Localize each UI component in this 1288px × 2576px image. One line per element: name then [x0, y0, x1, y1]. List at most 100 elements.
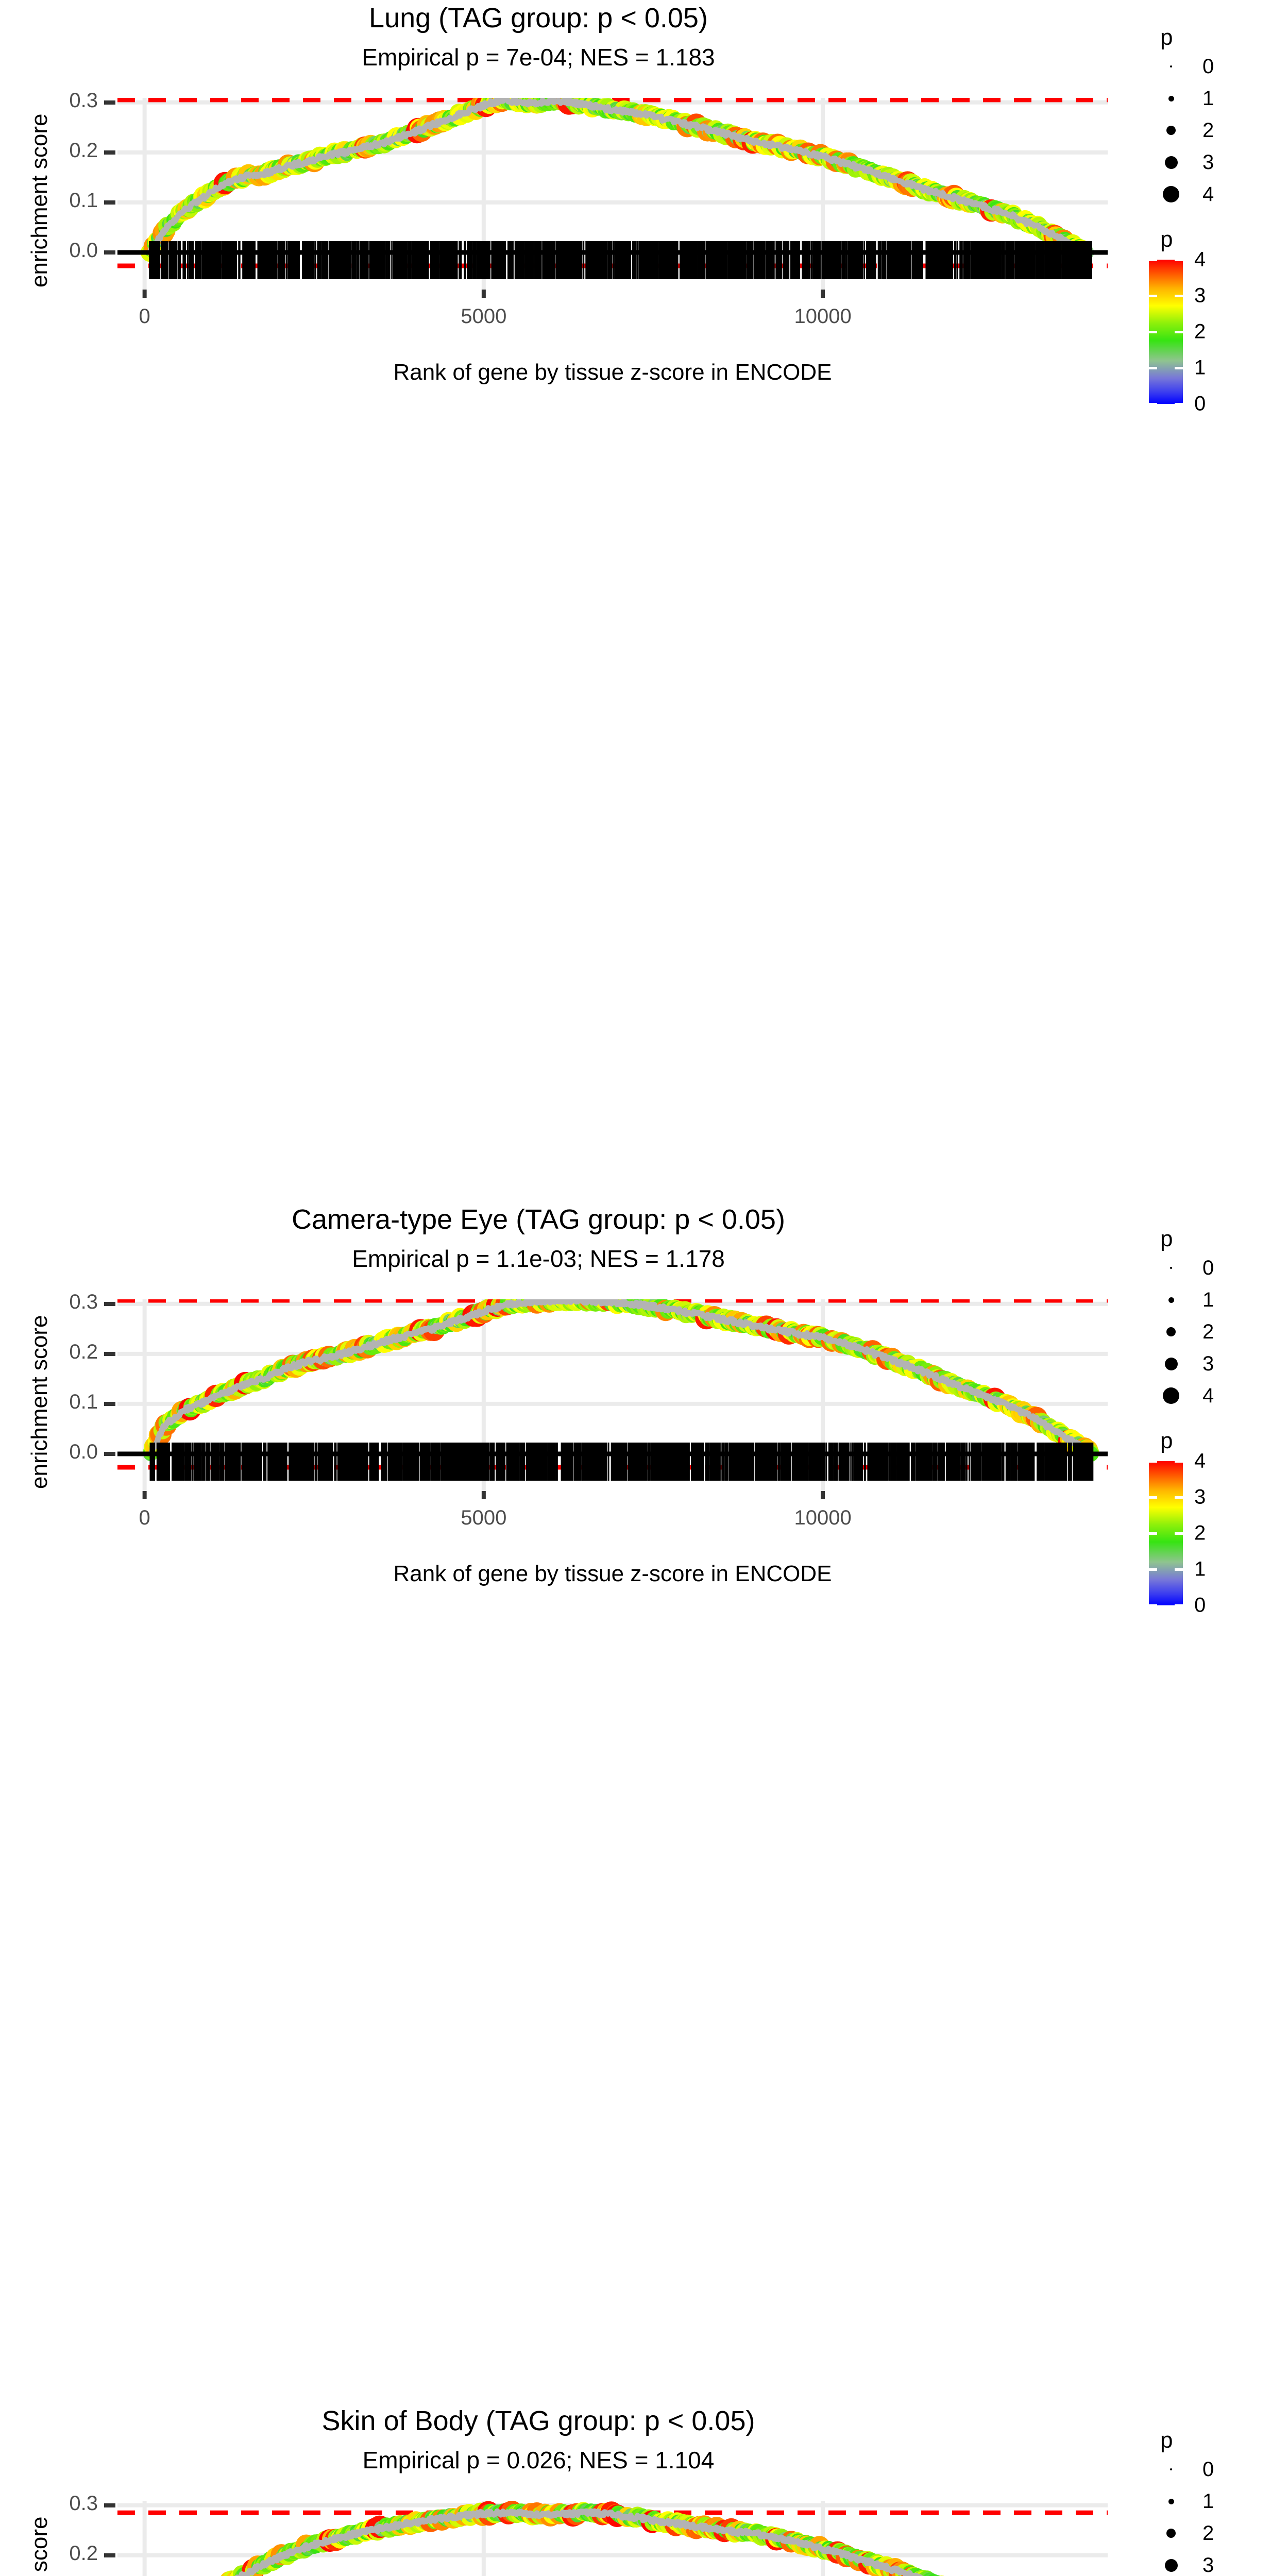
colorbar-tick — [1149, 1460, 1157, 1463]
y-tick-label: 0.0 — [31, 1440, 98, 1464]
gene-hit-rug — [151, 1443, 1092, 1481]
y-tick-label: 0.3 — [31, 89, 98, 112]
colorbar-tick — [1175, 331, 1183, 333]
size-legend-item: 0 — [1149, 50, 1278, 82]
y-tick-label: 0.1 — [31, 1391, 98, 1414]
size-legend: p 0 1 2 3 4 — [1149, 25, 1278, 210]
colorbar-label: 1 — [1194, 1558, 1206, 1581]
colorbar-tick — [1149, 259, 1157, 261]
size-legend-item: 3 — [1149, 1348, 1278, 1380]
size-legend-label: 4 — [1193, 183, 1214, 206]
size-legend-item: 4 — [1149, 178, 1278, 210]
plot-canvas — [117, 1299, 1108, 1499]
size-legend-label: 0 — [1193, 55, 1214, 78]
size-legend-item: 1 — [1149, 1284, 1278, 1316]
size-legend-label: 0 — [1193, 1257, 1214, 1280]
y-tick-label: 0.3 — [31, 1291, 98, 1314]
y-tick-mark — [104, 1452, 115, 1456]
colorbar-label: 3 — [1194, 1486, 1206, 1509]
colorbar-tick — [1149, 1496, 1157, 1499]
size-legend-item: 3 — [1149, 146, 1278, 178]
size-legend-item: 0 — [1149, 1252, 1278, 1284]
panel-subtitle: Empirical p = 7e-04; NES = 1.183 — [0, 45, 1077, 69]
colorbar-label: 2 — [1194, 1522, 1206, 1545]
enrichment-panel: Skin of Body (TAG group: p < 0.05) Empiri… — [0, 2403, 1288, 2576]
colorbar-tick — [1175, 367, 1183, 369]
panel-subtitle: Empirical p = 0.026; NES = 1.104 — [0, 2448, 1077, 2472]
colorbar-label: 4 — [1194, 1450, 1206, 1473]
size-legend-label: 2 — [1193, 1320, 1214, 1344]
y-tick-label: 0.1 — [31, 189, 98, 212]
y-tick-mark — [104, 1402, 115, 1406]
y-tick-mark — [104, 100, 115, 105]
colorbar-tick — [1175, 259, 1183, 261]
colorbar-label: 3 — [1194, 284, 1206, 308]
size-legend-dot — [1149, 1327, 1193, 1336]
x-tick-label: 10000 — [745, 1506, 900, 1530]
y-tick-label: 0.2 — [31, 139, 98, 162]
x-tick-label: 0 — [67, 305, 222, 328]
colorbar-label: 4 — [1194, 248, 1206, 272]
figure-root: Lung (TAG group: p < 0.05) Empirical p = … — [0, 0, 1288, 1803]
panel-title-block: Skin of Body (TAG group: p < 0.05) Empiri… — [0, 2407, 1077, 2472]
size-legend-title: p — [1149, 25, 1278, 50]
y-tick-mark — [104, 200, 115, 205]
y-tick-label: 0.0 — [31, 239, 98, 262]
colorbar — [1149, 260, 1183, 404]
colorbar-tick — [1175, 1496, 1183, 1499]
size-legend: p 0 1 2 3 4 — [1149, 1226, 1278, 1412]
colorbar-tick — [1149, 1568, 1157, 1571]
enrichment-panel: Lung (TAG group: p < 0.05) Empirical p = … — [0, 0, 1288, 601]
size-legend-label: 1 — [1193, 1289, 1214, 1312]
x-axis-title: Rank of gene by tissue z-score in ENCODE — [117, 360, 1108, 385]
size-legend-label: 2 — [1193, 119, 1214, 142]
panel-title: Lung (TAG group: p < 0.05) — [0, 4, 1077, 32]
colorbar-tick — [1175, 1604, 1183, 1607]
y-tick-mark — [104, 1302, 115, 1306]
x-tick-label: 0 — [67, 1506, 222, 1530]
plot-canvas — [117, 2501, 1108, 2576]
size-legend-item: 1 — [1149, 82, 1278, 114]
colorbar-tick — [1149, 367, 1157, 369]
colorbar-tick — [1149, 403, 1157, 405]
size-legend-dot — [1149, 156, 1193, 169]
gene-hit-rug — [150, 241, 1091, 279]
colorbar-tick — [1149, 1604, 1157, 1607]
running-enrichment-line — [150, 98, 1087, 252]
colorbar-label: 2 — [1194, 320, 1206, 344]
y-tick-label: 0.2 — [31, 1341, 98, 1364]
colorbar-tick — [1175, 403, 1183, 405]
size-legend-dot — [1149, 186, 1193, 202]
x-tick-label: 5000 — [406, 1506, 561, 1530]
x-tick-label: 10000 — [745, 305, 900, 328]
size-legend-item: 4 — [1149, 1380, 1278, 1412]
size-legend-label: 3 — [1193, 1352, 1214, 1376]
colorbar-tick — [1149, 295, 1157, 297]
colorbar-tick — [1149, 331, 1157, 333]
size-legend-dot — [1149, 1358, 1193, 1370]
y-tick-mark — [104, 250, 115, 255]
colorbar-tick — [1175, 1532, 1183, 1535]
size-legend-item: 2 — [1149, 114, 1278, 146]
color-legend-title: p — [1149, 227, 1278, 252]
panel-title: Camera-type Eye (TAG group: p < 0.05) — [0, 1206, 1077, 1233]
gene-points — [141, 98, 1094, 262]
panel-title-block: Camera-type Eye (TAG group: p < 0.05) Emp… — [0, 1206, 1077, 1270]
colorbar — [1149, 1461, 1183, 1605]
panel-title-block: Lung (TAG group: p < 0.05) Empirical p = … — [0, 4, 1077, 69]
size-legend-label: 1 — [1193, 87, 1214, 110]
colorbar-tick — [1175, 1568, 1183, 1571]
size-legend-title: p — [1149, 1226, 1278, 1252]
panel-title: Skin of Body (TAG group: p < 0.05) — [0, 2407, 1077, 2435]
size-legend-item: 2 — [1149, 1316, 1278, 1348]
y-tick-mark — [104, 150, 115, 155]
size-legend-dot — [1149, 1387, 1193, 1404]
panel-subtitle: Empirical p = 1.1e-03; NES = 1.178 — [0, 1247, 1077, 1270]
size-legend-dot — [1149, 96, 1193, 101]
enrichment-panel: Camera-type Eye (TAG group: p < 0.05) Emp… — [0, 1201, 1288, 1802]
size-legend-dot — [1149, 1297, 1193, 1303]
